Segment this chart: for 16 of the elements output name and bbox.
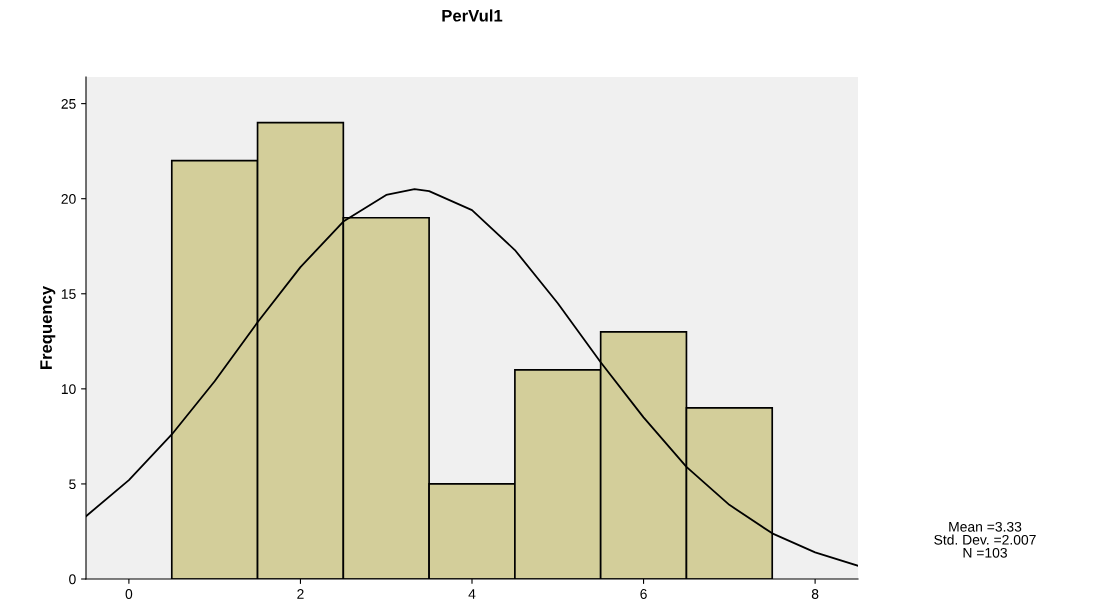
x-tick-label: 6 xyxy=(640,589,647,599)
text: Mean =3.33 xyxy=(949,521,1022,532)
y-tick-label: 5 xyxy=(69,479,76,490)
x-tick-label: 4 xyxy=(468,589,476,599)
y-axis-title: Frequency xyxy=(40,285,56,370)
y-tick-label: 15 xyxy=(61,289,76,299)
x-tick-label: 2 xyxy=(297,589,304,599)
text: N =103 xyxy=(963,547,1007,558)
y-tick-label: 20 xyxy=(61,194,76,204)
x-tick-label: 8 xyxy=(811,589,819,599)
y-tick-label: 10 xyxy=(61,384,76,395)
x-tick-label: 0 xyxy=(125,589,133,599)
chart-title: PerVul1 xyxy=(442,9,503,22)
y-tick-label: 25 xyxy=(61,98,76,109)
y-tick-label: 0 xyxy=(69,574,76,585)
text: Std. Dev. =2.007 xyxy=(934,534,1036,545)
